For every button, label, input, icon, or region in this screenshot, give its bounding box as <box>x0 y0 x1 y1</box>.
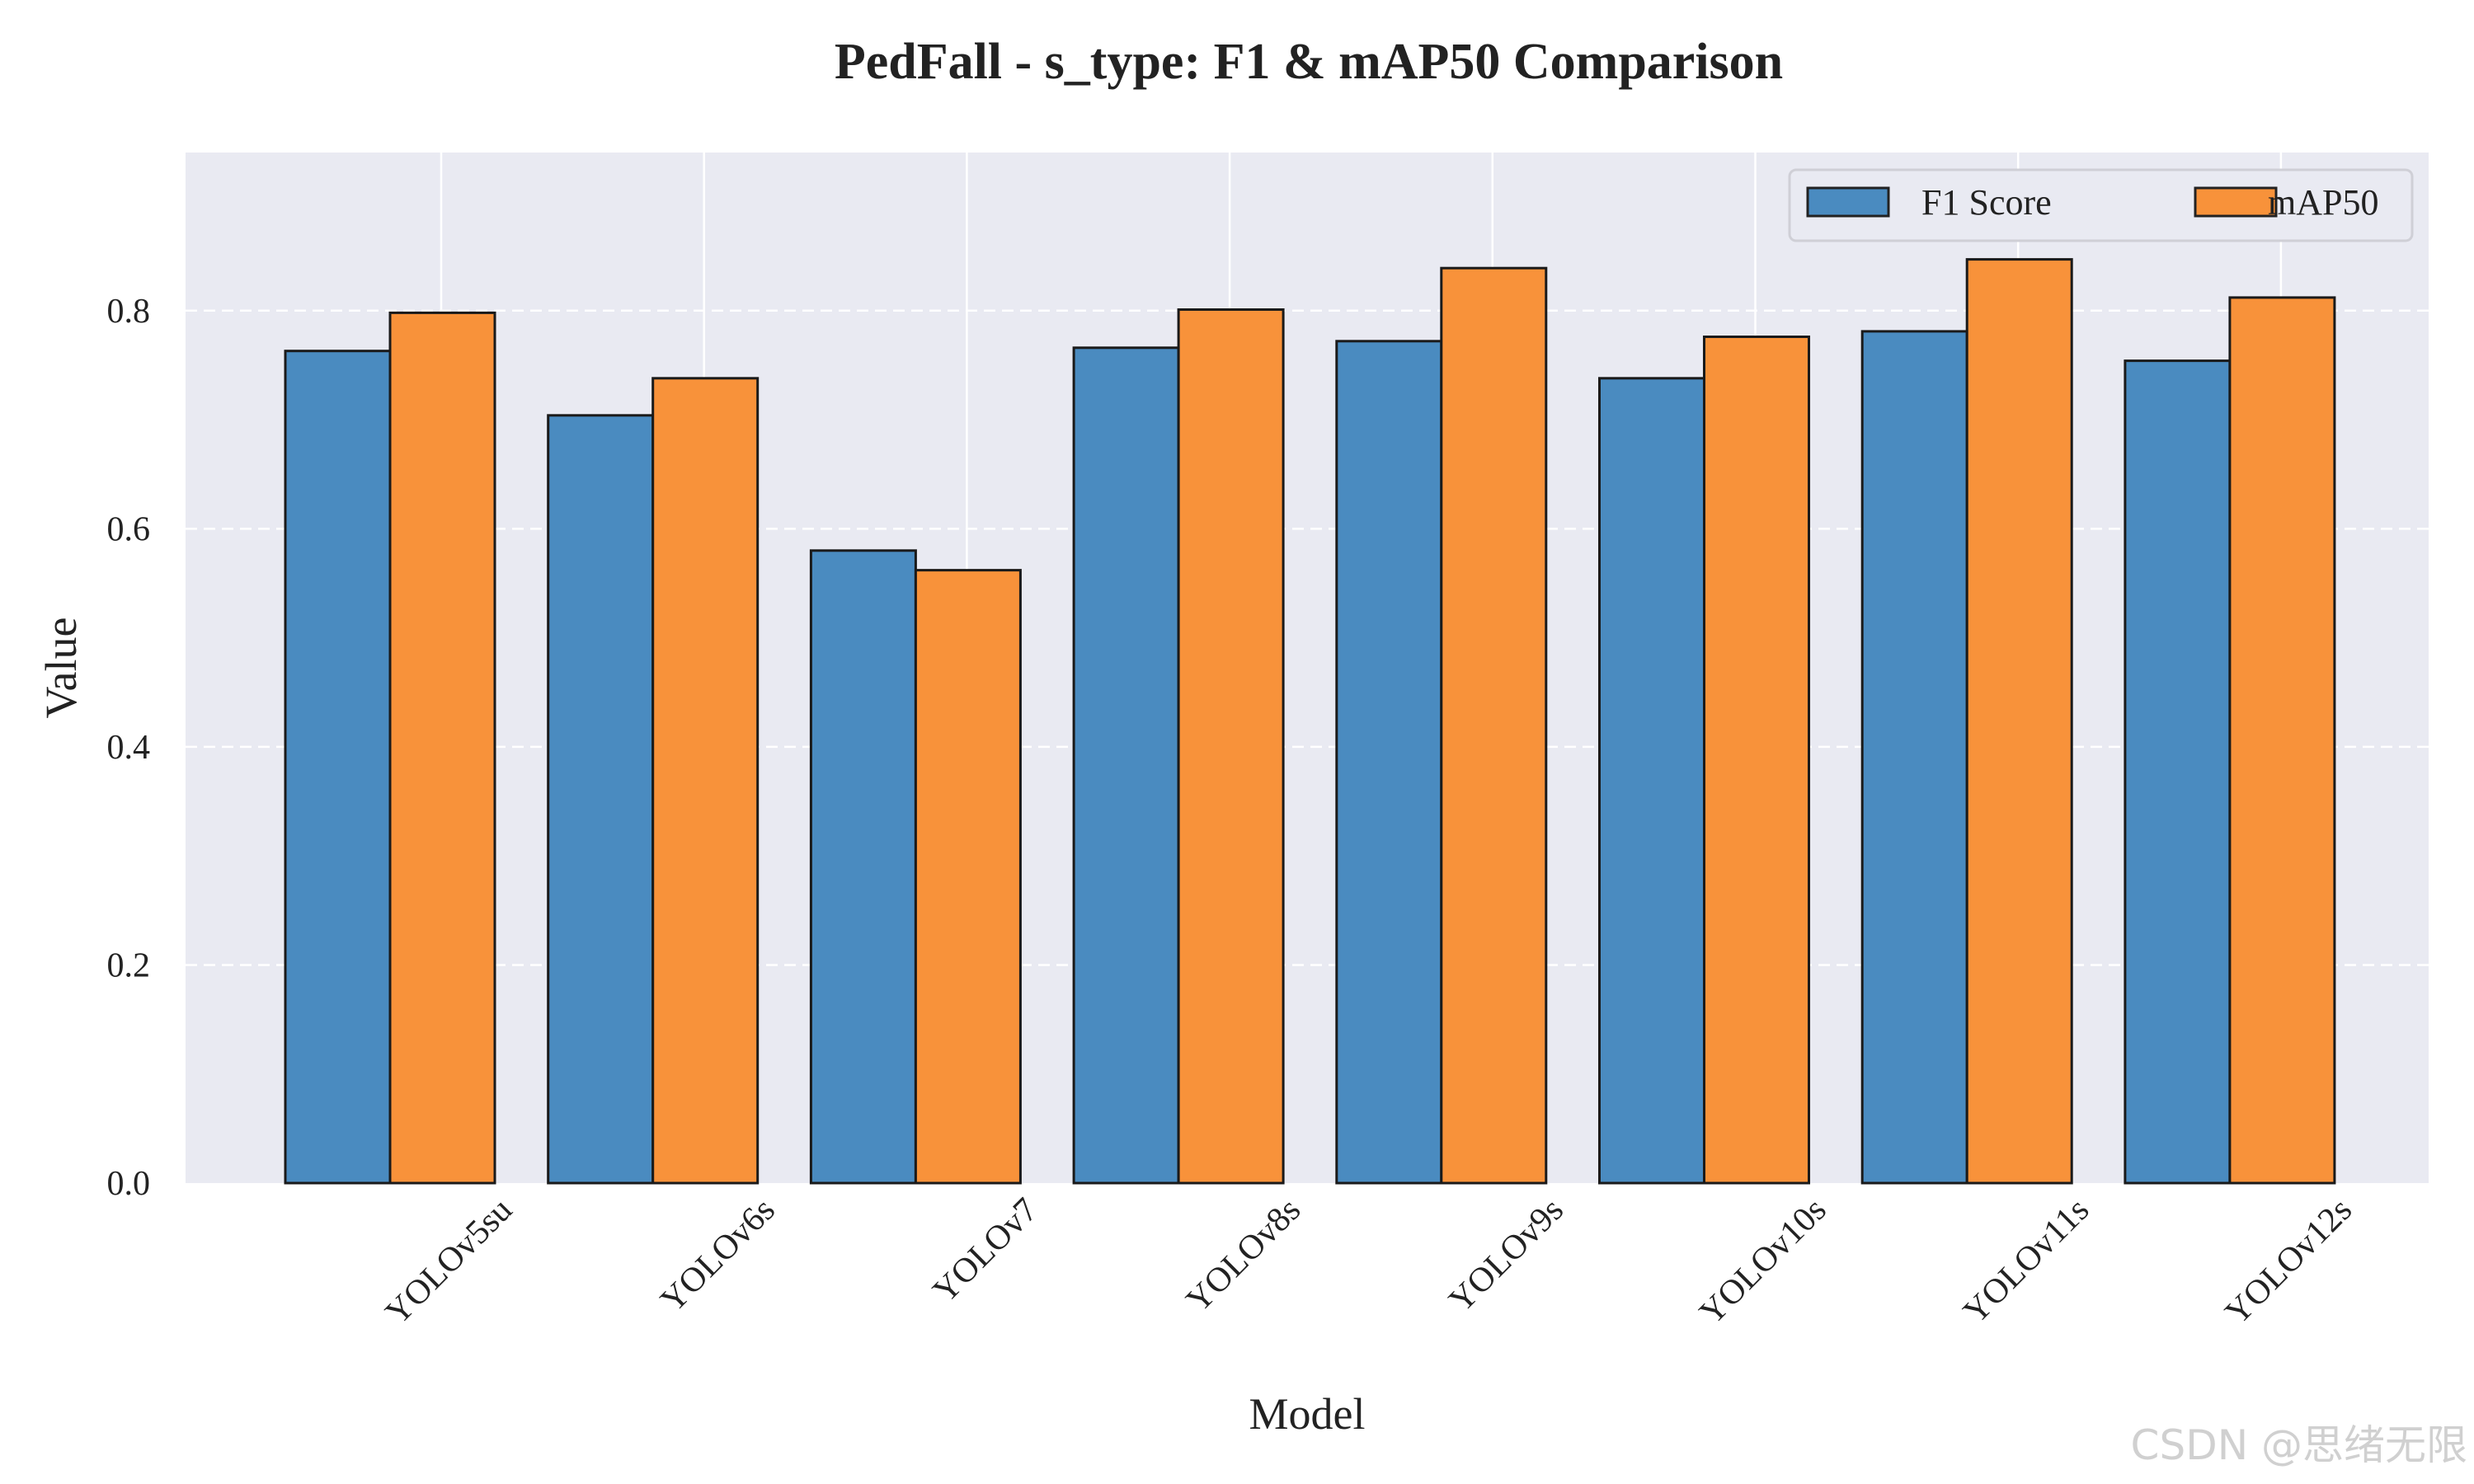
x-tick-label: YOLOv5su <box>379 1191 520 1332</box>
bar-f1-score-yolov8s <box>1072 346 1180 1185</box>
x-tick-label: YOLOv8s <box>1179 1191 1308 1320</box>
x-tick-label: YOLOv6s <box>654 1191 783 1320</box>
bar-map50-yolov9s <box>1440 266 1548 1185</box>
bar-map50-yolov11s <box>1965 258 2073 1185</box>
bar-f1-score-yolov9s <box>1335 340 1443 1185</box>
x-tick-label: YOLOv7 <box>926 1191 1046 1311</box>
bar-map50-yolov8s <box>1177 308 1285 1185</box>
bars <box>284 258 2336 1185</box>
x-tick-label: YOLOv10s <box>1692 1191 1833 1332</box>
bar-map50-yolov12s <box>2228 296 2336 1185</box>
legend-swatch-map50 <box>2194 186 2278 218</box>
legend-label-map50: mAP50 <box>2268 182 2378 223</box>
bar-map50-yolov10s <box>1703 336 1810 1185</box>
bar-f1-score-yolov11s <box>1860 330 1968 1185</box>
y-tick-label: 0.2 <box>107 946 151 984</box>
bar-f1-score-yolov5su <box>284 350 392 1185</box>
bar-map50-yolov6s <box>651 377 760 1185</box>
bar-map50-yolov5su <box>388 311 496 1185</box>
x-tick-label: YOLOv11s <box>1956 1191 2096 1331</box>
y-axis-ticks: 0.0 0.2 0.4 0.6 0.8 <box>107 293 151 1203</box>
y-tick-label: 0.4 <box>107 729 151 767</box>
legend-swatch-f1-score <box>1806 186 1890 218</box>
x-tick-label: YOLOv9s <box>1442 1191 1571 1320</box>
y-axis-label: Value <box>36 618 86 719</box>
legend: F1 Score mAP50 <box>1788 168 2414 242</box>
y-tick-label: 0.6 <box>107 510 151 548</box>
plot-area <box>186 153 2429 1183</box>
x-tick-label: YOLOv12s <box>2218 1191 2359 1332</box>
bar-f1-score-yolov7 <box>809 549 917 1185</box>
y-tick-label: 0.0 <box>107 1165 151 1203</box>
bar-f1-score-yolov10s <box>1598 377 1705 1185</box>
bar-map50-yolov7 <box>914 569 1022 1185</box>
x-axis-label: Model <box>1249 1389 1366 1439</box>
bar-f1-score-yolov6s <box>547 414 655 1185</box>
bar-f1-score-yolov12s <box>2124 359 2232 1185</box>
chart-title: PedFall - s_type: F1 & mAP50 Comparison <box>835 34 1783 90</box>
x-axis-ticks: YOLOv5su YOLOv6s YOLOv7 YOLOv8s YOLOv9s YOLOv… <box>379 1191 2359 1332</box>
watermark-text: CSDN @思绪无限 <box>2131 1421 2467 1469</box>
legend-label-f1-score: F1 Score <box>1921 182 2052 223</box>
y-tick-label: 0.8 <box>107 293 151 331</box>
